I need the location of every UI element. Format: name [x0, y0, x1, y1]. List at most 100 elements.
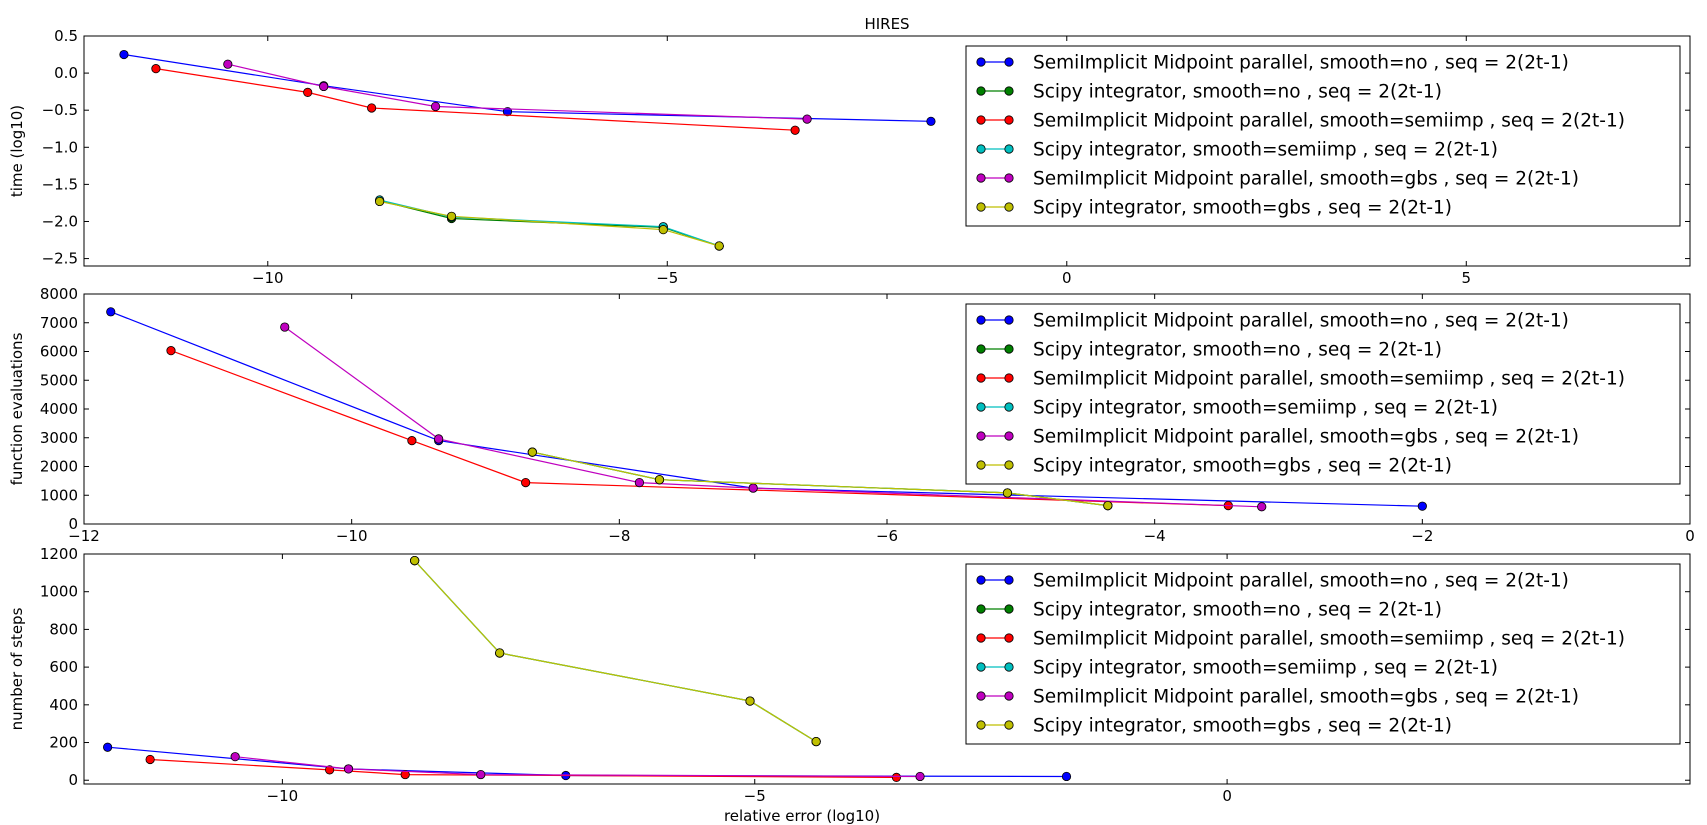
data-point [654, 475, 665, 485]
series-layer [119, 49, 936, 251]
legend-label: SemiImplicit Midpoint parallel, smooth=s… [1033, 111, 1625, 132]
legend-box [965, 303, 1681, 485]
data-point [325, 765, 335, 775]
y-tick-label: 5000 [40, 371, 78, 389]
y-axis-label: time (log10) [8, 105, 26, 197]
data-point [527, 447, 537, 457]
legend-marker [976, 691, 986, 701]
x-tick-label: 5 [1462, 269, 1472, 287]
legend-label: SemiImplicit Midpoint parallel, smooth=s… [1033, 629, 1625, 650]
legend-marker [1004, 86, 1014, 96]
legend-marker [976, 144, 986, 154]
x-tick-label: −12 [68, 527, 100, 545]
series-line-6 [414, 560, 817, 743]
series-layer [106, 307, 1427, 512]
y-tick-label: 8000 [40, 285, 78, 303]
data-point [802, 114, 812, 124]
legend-marker [976, 575, 986, 585]
data-point [230, 752, 240, 762]
legend-label: Scipy integrator, smooth=no , seq = 2(2t… [1033, 600, 1442, 621]
x-tick-label: 0 [1685, 527, 1695, 545]
series-line-3 [150, 758, 897, 779]
data-point [407, 436, 417, 446]
y-tick-label: 0 [68, 771, 78, 789]
series-layer [103, 555, 1072, 783]
data-point [375, 196, 385, 207]
legend-marker [976, 202, 986, 212]
x-tick-label: −5 [744, 787, 766, 805]
legend-label: Scipy integrator, smooth=semiimp , seq =… [1033, 140, 1498, 161]
data-point [658, 225, 668, 235]
legend-label: Scipy integrator, smooth=no , seq = 2(2t… [1033, 82, 1442, 103]
x-tick-label: 0 [1062, 269, 1072, 287]
y-tick-label: 2000 [40, 458, 78, 476]
data-point [446, 211, 457, 221]
data-point [790, 125, 800, 135]
series-line-5 [227, 63, 808, 120]
data-point [103, 742, 113, 752]
y-tick-label: −1.5 [42, 175, 78, 193]
legend-marker [976, 115, 986, 125]
y-axis-label: number of steps [8, 607, 26, 730]
legend: SemiImplicit Midpoint parallel, smooth=n… [965, 45, 1681, 227]
panel-3: −10 −5 0 0 200 400 600 800 1000 1200 number of ste… [8, 545, 1691, 825]
legend-label: SemiImplicit Midpoint parallel, smooth=g… [1033, 169, 1579, 190]
legend-label: Scipy integrator, smooth=gbs , seq = 2(2… [1033, 716, 1452, 737]
y-tick-label: 0 [68, 515, 78, 533]
data-point [166, 346, 176, 356]
data-point [434, 434, 444, 444]
legend-marker [976, 173, 986, 183]
x-tick-label: −5 [656, 269, 678, 287]
legend-label: SemiImplicit Midpoint parallel, smooth=n… [1033, 311, 1569, 332]
series-line-1 [110, 311, 1423, 507]
x-axis-label: relative error (log10) [724, 807, 880, 825]
legend-marker [1004, 575, 1014, 585]
data-point [1257, 502, 1267, 512]
x-tick-label: −8 [608, 527, 630, 545]
legend-marker [1004, 202, 1014, 212]
legend-marker [976, 86, 986, 96]
legend-marker [976, 604, 986, 614]
legend-marker [1004, 344, 1014, 354]
data-point [151, 64, 161, 74]
data-point [521, 477, 531, 488]
chart-title: HIRES [864, 15, 909, 33]
legend-marker [976, 662, 986, 672]
data-point [1417, 501, 1427, 511]
legend-marker [976, 720, 986, 730]
x-tick-label: −2 [1411, 527, 1433, 545]
legend-label: SemiImplicit Midpoint parallel, smooth=n… [1033, 571, 1569, 592]
plot-frame [83, 35, 1691, 267]
legend-marker [976, 373, 986, 383]
y-tick-label: 600 [49, 658, 78, 676]
plot-frame [83, 553, 1691, 785]
y-tick-label: −2.5 [42, 250, 78, 268]
data-point [280, 322, 290, 332]
series-line-6 [532, 451, 1108, 507]
data-point [915, 771, 925, 782]
legend: SemiImplicit Midpoint parallel, smooth=n… [965, 303, 1681, 485]
legend-marker [1004, 402, 1014, 412]
data-point [319, 81, 329, 92]
legend-marker [1004, 691, 1014, 701]
y-tick-label: 6000 [40, 343, 78, 361]
x-tick-label: −6 [876, 527, 898, 545]
legend-marker [976, 402, 986, 412]
legend-label: SemiImplicit Midpoint parallel, smooth=s… [1033, 369, 1625, 390]
legend-marker [1004, 604, 1014, 614]
legend-box [965, 563, 1681, 745]
data-point [714, 241, 724, 251]
data-point [745, 696, 755, 706]
legend-marker [1004, 373, 1014, 383]
data-point [400, 769, 410, 780]
legend-label: Scipy integrator, smooth=semiimp , seq =… [1033, 398, 1498, 419]
series-line-3 [170, 350, 1229, 507]
legend: SemiImplicit Midpoint parallel, smooth=n… [965, 563, 1681, 745]
y-tick-label: 1200 [40, 545, 78, 563]
data-point [145, 754, 155, 765]
y-tick-label: −1.0 [42, 138, 78, 156]
y-tick-label: 200 [49, 734, 78, 752]
data-point [748, 483, 758, 493]
legend-label: Scipy integrator, smooth=gbs , seq = 2(2… [1033, 456, 1452, 477]
